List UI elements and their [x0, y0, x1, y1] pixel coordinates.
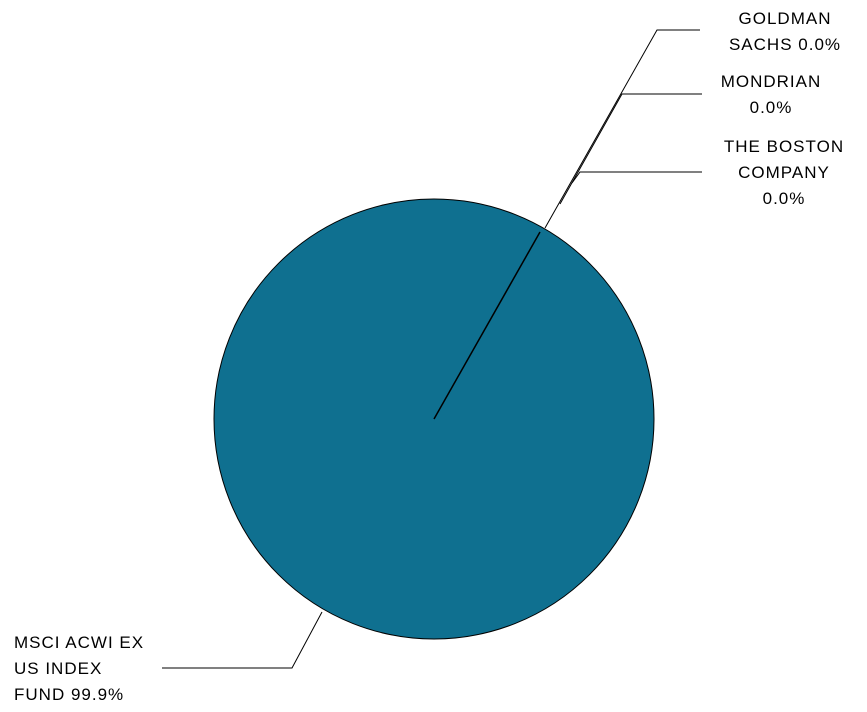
slices-layer: [213, 198, 655, 640]
slice-label-line: MSCI ACWI EX: [14, 633, 144, 652]
pie-slice-boundary: [433, 231, 541, 420]
slice-label-line: US INDEX: [14, 659, 102, 678]
leader-lines-layer: [162, 29, 702, 669]
slice-label-line: 0.0%: [750, 98, 793, 117]
leader-line: [559, 93, 702, 205]
slice-labels-layer: MSCI ACWI EX US INDEX FUND 99.9% GOLDMAN SAC…: [14, 9, 844, 704]
slice-label-line: GOLDMAN: [739, 9, 832, 28]
leader-line: [571, 171, 702, 184]
slice-label-line: COMPANY: [738, 163, 830, 182]
slice-label-line: SACHS 0.0%: [729, 35, 841, 54]
slice-label-line: 0.0%: [763, 189, 806, 208]
slice-label-line: THE BOSTON: [724, 137, 844, 156]
slice-label-line: MONDRIAN: [721, 72, 822, 91]
leader-line: [544, 29, 700, 229]
slice-label-line: FUND 99.9%: [14, 685, 124, 704]
leader-line: [162, 611, 323, 669]
